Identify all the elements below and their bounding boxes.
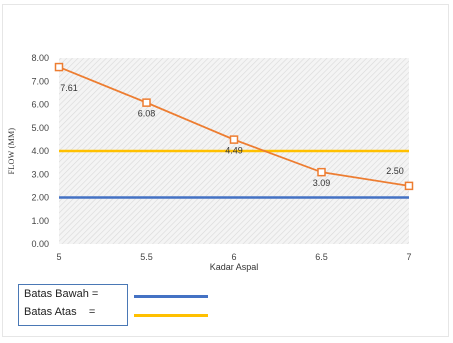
data-label: 2.50 [386, 166, 404, 176]
y-tick-label: 0.00 [31, 239, 49, 249]
x-axis-title: Kadar Aspal [210, 262, 259, 272]
data-point [404, 181, 414, 191]
y-tick-label: 4.00 [31, 146, 49, 156]
legend-swatch-batas-atas [134, 314, 208, 317]
x-tick-label: 7 [406, 252, 411, 262]
x-tick-label: 6 [231, 252, 236, 262]
y-tick-label: 5.00 [31, 123, 49, 133]
x-tick-label: 5 [56, 252, 61, 262]
y-tick-label: 2.00 [31, 193, 49, 203]
legend [18, 284, 128, 326]
y-tick-label: 7.00 [31, 76, 49, 86]
x-tick-label: 6.5 [315, 252, 328, 262]
data-point [317, 167, 326, 177]
y-tick-label: 8.00 [31, 53, 49, 63]
legend-swatch-batas-bawah [134, 295, 208, 298]
x-tick-label: 5.5 [140, 252, 153, 262]
data-label: 4.49 [225, 146, 243, 156]
y-tick-label: 1.00 [31, 216, 49, 226]
data-point [142, 98, 151, 107]
legend-label-batas-atas: Batas Atas = [24, 306, 96, 318]
reference-lines [59, 149, 409, 199]
series-group: 7.61 6.08 4.49 3.09 2.50 [54, 62, 414, 191]
data-point [54, 62, 64, 72]
legend-label-batas-bawah: Batas Bawah = [24, 288, 99, 300]
x-tick-labels: 5 5.5 6 6.5 7 [56, 252, 411, 262]
y-tick-label: 3.00 [31, 169, 49, 179]
data-label: 6.08 [138, 109, 156, 119]
y-tick-label: 6.00 [31, 100, 49, 110]
y-tick-labels: 0.00 1.00 2.00 3.00 4.00 5.00 6.00 7.00 8.00 [31, 53, 49, 249]
data-label: 7.61 [60, 83, 78, 93]
data-point [229, 135, 239, 144]
data-label: 3.09 [313, 178, 331, 188]
y-axis-title: FLOW (MM) [7, 128, 16, 175]
